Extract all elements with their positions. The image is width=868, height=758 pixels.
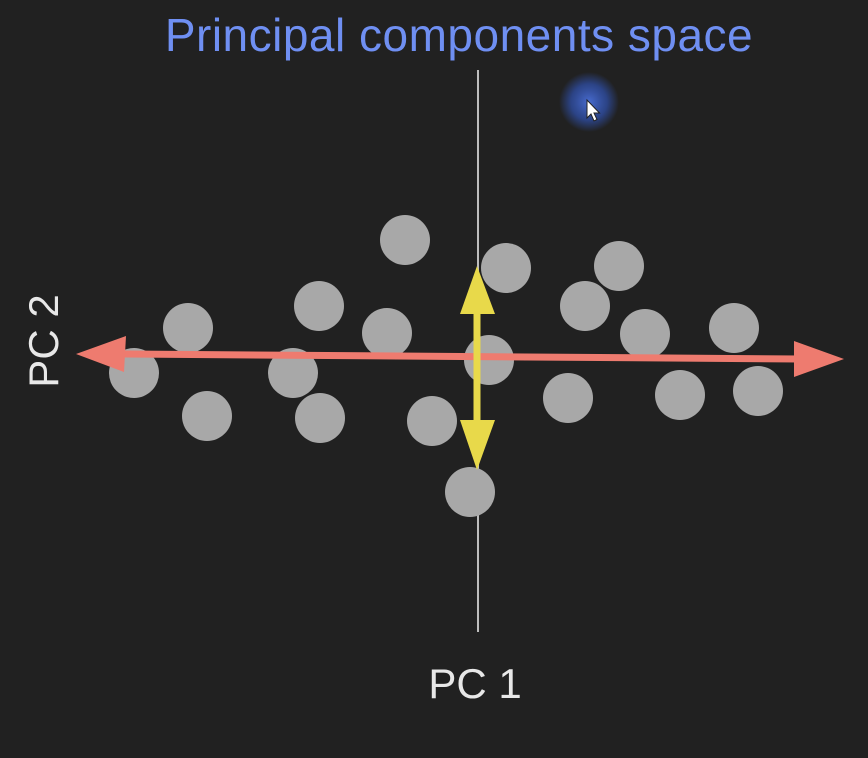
data-point bbox=[407, 396, 457, 446]
diagram-title: Principal components space bbox=[164, 9, 754, 61]
data-point bbox=[709, 303, 759, 353]
pc1-arrowhead-right bbox=[794, 341, 844, 377]
y-axis-label: PC 2 bbox=[20, 294, 67, 388]
pc1-arrowhead-left bbox=[76, 336, 126, 372]
pc2-arrowhead-down bbox=[460, 420, 495, 470]
data-point bbox=[182, 391, 232, 441]
data-points bbox=[109, 215, 783, 517]
pc1-arrow bbox=[76, 336, 844, 377]
data-point bbox=[445, 467, 495, 517]
x-axis-label: PC 1 bbox=[428, 660, 522, 707]
data-point bbox=[362, 308, 412, 358]
data-point bbox=[733, 366, 783, 416]
data-point bbox=[655, 370, 705, 420]
mouse-pointer-icon bbox=[559, 72, 619, 132]
pc2-arrow bbox=[460, 266, 495, 470]
data-point bbox=[295, 393, 345, 443]
data-point bbox=[481, 243, 531, 293]
data-point bbox=[543, 373, 593, 423]
pc2-arrowhead-up bbox=[460, 266, 495, 314]
data-point bbox=[268, 348, 318, 398]
data-point bbox=[380, 215, 430, 265]
data-point bbox=[294, 281, 344, 331]
data-point bbox=[594, 241, 644, 291]
data-point bbox=[620, 309, 670, 359]
data-point bbox=[163, 303, 213, 353]
data-point bbox=[560, 281, 610, 331]
